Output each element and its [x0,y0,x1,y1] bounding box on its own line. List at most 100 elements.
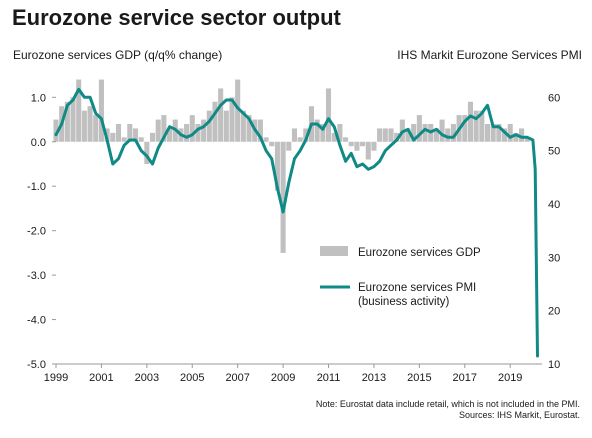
left-tick-label: -1.0 [27,181,46,193]
x-tick-label: 2001 [89,372,113,384]
gdp-bar [433,128,439,142]
gdp-bar [263,137,269,142]
gdp-bar [149,132,156,142]
gdp-bar [291,128,297,142]
gdp-bar [524,137,530,142]
gdp-bar [87,106,93,142]
gdp-bar [64,101,70,142]
gdp-bar [286,141,292,151]
sources: Sources: IHS Markit, Eurostat. [458,410,580,420]
gdp-bar [496,124,502,142]
left-axis-label: Eurozone services GDP (q/q% change) [13,48,223,62]
gdp-bar [206,110,212,142]
gdp-bar [371,141,377,151]
gdp-bar [132,128,139,142]
right-tick-label: 10 [548,359,560,371]
gdp-bar [246,115,252,142]
gdp-bar [445,128,451,142]
legend-gdp-label: Eurozone services GDP [358,247,481,259]
gdp-bar [167,128,173,142]
chart-title: Eurozone service sector output [12,5,341,30]
legend-gdp-swatch [320,246,348,256]
gdp-bar [473,110,479,142]
gdp-bar [519,128,525,142]
gdp-bar [303,128,309,142]
gdp-bar [81,110,87,142]
right-tick-label: 60 [548,92,560,104]
gdp-bar [155,119,161,142]
legend-pmi-label: Eurozone services PMI [358,282,476,294]
legend: Eurozone services GDP Eurozone services … [320,246,481,308]
gdp-bar [450,124,456,142]
gdp-bar [479,110,485,142]
legend-pmi-label-sub: (business activity) [358,296,450,308]
gdp-bar [184,124,190,142]
left-tick-label: -4.0 [27,315,46,327]
x-tick-label: 2019 [498,372,522,384]
gdp-bar [325,88,332,142]
gdp-bar [382,128,388,142]
gdp-bar [218,88,224,142]
gdp-bar [93,115,99,142]
gdp-bar [297,137,303,142]
gdp-bar [343,137,349,142]
gdp-bar [280,141,286,253]
gdp-bar [240,110,246,142]
x-tick-label: 2007 [225,372,249,384]
left-tick-label: 1.0 [31,92,46,104]
x-tick-label: 2017 [453,372,477,384]
gdp-bar [127,124,133,142]
gdp-bar [274,141,280,191]
axes: 1.0 0.0 -1.0 -2.0 -3.0 -4.0 -5.0 60 50 40 30 20 10 19… [27,92,560,384]
x-tick-label: 2015 [407,372,431,384]
gdp-bar [138,137,144,142]
x-tick-label: 1999 [44,372,68,384]
gdp-bar [110,132,116,142]
gdp-bar [115,124,121,142]
left-tick-label: -5.0 [27,359,46,371]
gdp-bar [121,137,127,142]
gdp-bar [70,97,76,142]
gdp-bar [405,128,411,142]
gdp-bar [189,115,195,142]
gdp-bar [257,119,263,142]
gdp-bar [484,124,491,142]
x-tick-label: 2003 [135,372,159,384]
gdp-bar [269,141,275,147]
x-tick-label: 2009 [271,372,295,384]
gdp-bar [314,119,320,142]
x-tick-label: 2011 [317,372,341,384]
x-tick-label: 2013 [362,372,386,384]
gdp-bar [76,79,82,142]
right-tick-label: 30 [548,252,560,264]
gdp-bar [354,141,360,151]
gdp-bar [337,124,343,142]
right-tick-label: 20 [548,306,560,318]
gdp-bar [320,124,326,142]
gdp-bar [490,124,496,142]
left-tick-label: -2.0 [27,226,46,238]
gdp-bar [98,79,104,142]
gdp-bar [501,128,508,142]
pmi-line [54,87,539,358]
gdp-bar [377,128,383,142]
right-tick-label: 40 [548,199,560,211]
gdp-bar [235,79,241,142]
gdp-bar [388,128,394,142]
gdp-bar [422,124,428,142]
gdp-bar [331,132,337,142]
gdp-bar [53,119,59,142]
gdp-bar [394,132,400,142]
gdp-bar [439,119,445,142]
gdp-bar [161,115,167,142]
gdp-bar [195,124,201,142]
gdp-bar [513,132,519,142]
gdp-bar [144,141,150,164]
gdp-bar [411,124,417,142]
gdp-bar [462,115,468,142]
left-tick-label: -3.0 [27,270,46,282]
right-axis-label: IHS Markit Eurozone Services PMI [397,48,582,62]
footnote: Note: Eurostat data include retail, whic… [315,399,580,409]
gdp-bar [212,101,218,142]
